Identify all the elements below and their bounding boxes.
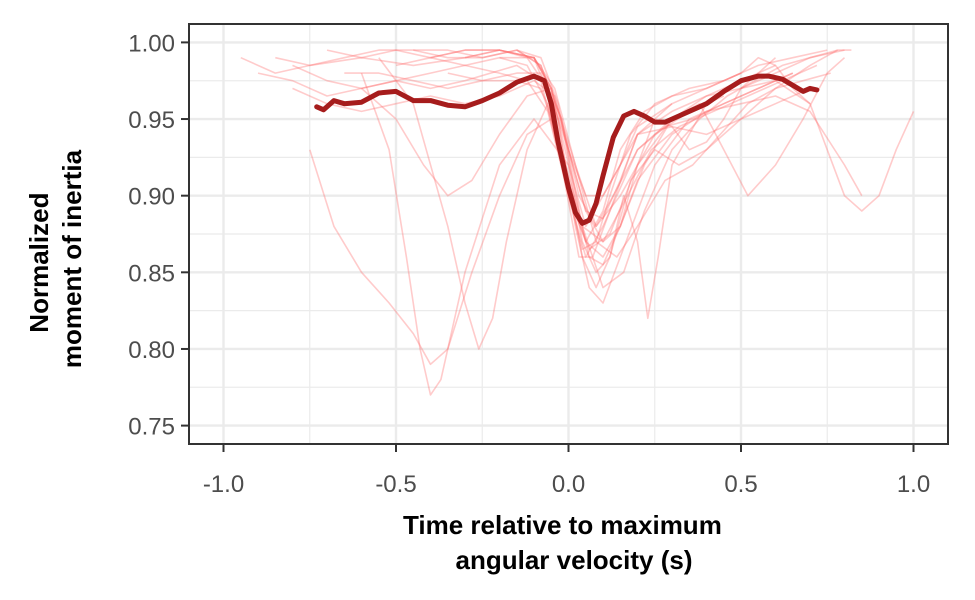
x-axis-title-line-1: Time relative to maximum	[403, 510, 722, 540]
y-tick-label: 0.95	[128, 107, 175, 134]
y-tick-label: 0.75	[128, 414, 175, 441]
x-tick-label: 1.0	[897, 471, 930, 498]
x-tick-label: 0.0	[552, 471, 585, 498]
y-tick-label: 0.85	[128, 260, 175, 287]
y-tick-label: 0.80	[128, 337, 175, 364]
y-axis-title-line-2: moment of inertia	[57, 149, 87, 368]
y-axis-title-line-1: Normalized	[24, 193, 54, 333]
y-tick-label: 1.00	[128, 30, 175, 57]
y-tick-label: 0.90	[128, 184, 175, 211]
x-axis-title-line-2: angular velocity (s)	[456, 545, 693, 575]
x-tick-label: 0.5	[724, 471, 757, 498]
x-tick-label: -1.0	[203, 471, 244, 498]
x-tick-label: -0.5	[375, 471, 416, 498]
